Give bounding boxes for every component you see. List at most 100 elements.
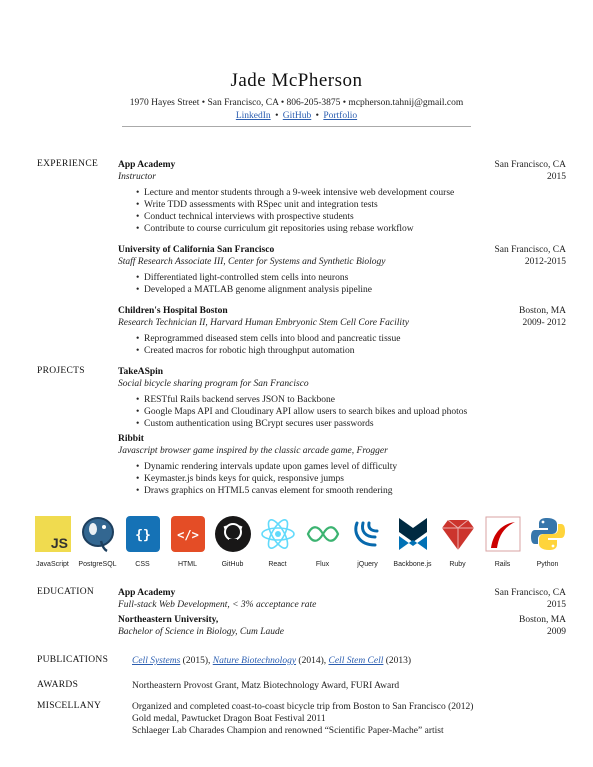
experience-label: EXPERIENCE: [37, 159, 99, 169]
python-icon: [529, 515, 567, 553]
skill-caption: CSS: [135, 561, 150, 568]
publication-link[interactable]: Nature Biotechnology: [212, 656, 297, 666]
entry-bullets: Reprogrammed diseased stem cells into bl…: [136, 333, 566, 357]
entry-location: San Francisco, CA: [494, 160, 566, 170]
entry-dates: 2012-2015: [524, 257, 566, 267]
skill-caption: Backbone.js: [393, 561, 432, 568]
project-bullets: RESTful Rails backend serves JSON to Bac…: [136, 394, 566, 430]
entry-org: App Academy: [118, 160, 176, 170]
svg-text:</>: </>: [177, 528, 199, 542]
javascript-icon: JS: [34, 515, 72, 553]
skill-backbone: Backbone.js: [390, 515, 435, 568]
entry-bullets: Lecture and mentor students through a 9-…: [136, 187, 566, 235]
project-entry: Ribbit Javascript browser game inspired …: [118, 433, 566, 497]
bullet-item: RESTful Rails backend serves JSON to Bac…: [136, 394, 566, 406]
publication-link[interactable]: Cell Stem Cell: [328, 656, 384, 666]
bullet-item: Lecture and mentor students through a 9-…: [136, 187, 566, 199]
bullet-item: Created macros for robotic high throughp…: [136, 345, 566, 357]
skill-html: </> HTML: [165, 515, 210, 568]
skill-github: GitHub: [210, 515, 255, 568]
skill-caption: Rails: [494, 561, 511, 568]
publication-link[interactable]: Cell Systems: [132, 656, 181, 666]
linkedin-link[interactable]: LinkedIn: [235, 111, 271, 121]
skill-javascript: JS JavaScript: [30, 515, 75, 568]
skill-react: React: [255, 515, 300, 568]
bullet-item: Keymaster.js binds keys for quick, respo…: [136, 473, 566, 485]
bullet-item: Reprogrammed diseased stem cells into bl…: [136, 333, 566, 345]
experience-entry: University of California San Francisco S…: [118, 244, 566, 296]
education-label: EDUCATION: [37, 587, 95, 597]
css-icon: {}: [124, 515, 162, 553]
github-link[interactable]: GitHub: [282, 111, 312, 121]
entry-role: Research Technician II, Harvard Human Em…: [118, 318, 409, 328]
skill-flux: Flux: [300, 515, 345, 568]
backbone-icon: [394, 515, 432, 553]
entry-desc: Full-stack Web Development, < 3% accepta…: [118, 600, 317, 610]
rails-icon: [484, 515, 522, 553]
svg-text:{}: {}: [135, 528, 151, 543]
project-bullets: Dynamic rendering intervals update upon …: [136, 461, 566, 497]
bullet-item: Conduct technical interviews with prospe…: [136, 211, 566, 223]
skill-postgresql: PostgreSQL: [75, 515, 120, 568]
publications-list: Cell Systems (2015), Nature Biotechnolog…: [132, 655, 411, 667]
entry-dates: 2009: [547, 627, 566, 637]
education-entry: App Academy San Francisco, CA Full-stack…: [118, 587, 566, 611]
entry-location: Boston, MA: [519, 615, 566, 625]
entry-location: Boston, MA: [519, 306, 566, 316]
bullet-item: Custom authentication using BCrypt secur…: [136, 418, 566, 430]
skill-caption: Ruby: [449, 561, 466, 568]
profile-links: LinkedIn • GitHub • Portfolio: [0, 111, 593, 121]
entry-role: Instructor: [118, 172, 156, 182]
skill-caption: React: [268, 561, 287, 568]
bullet-item: Developed a MATLAB genome alignment anal…: [136, 284, 566, 296]
resume-header: Jade McPherson 1970 Hayes Street • San F…: [0, 70, 593, 121]
entry-org: Northeastern University,: [118, 615, 219, 625]
link-separator: •: [315, 111, 319, 121]
project-desc: Javascript browser game inspired by the …: [118, 446, 388, 456]
misc-line: Gold medal, Pawtucket Dragon Boat Festiv…: [132, 714, 326, 724]
skill-caption: Flux: [315, 561, 330, 568]
entry-org: University of California San Francisco: [118, 245, 275, 255]
flux-icon: [304, 515, 342, 553]
ruby-icon: [439, 515, 477, 553]
entry-bullets: Differentiated light-controlled stem cel…: [136, 272, 566, 296]
skill-rails: Rails: [480, 515, 525, 568]
contact-line: 1970 Hayes Street • San Francisco, CA • …: [129, 98, 464, 108]
jquery-icon: [349, 515, 387, 553]
skill-caption: PostgreSQL: [78, 561, 117, 568]
publication-year: (2013): [383, 656, 412, 666]
publications-label: PUBLICATIONS: [37, 655, 109, 665]
skill-caption: jQuery: [357, 561, 378, 568]
header-divider: [122, 126, 471, 127]
entry-location: San Francisco, CA: [494, 588, 566, 598]
miscellany-list: Organized and completed coast-to-coast b…: [132, 701, 473, 737]
awards-text: Northeastern Provost Grant, Matz Biotech…: [132, 681, 400, 691]
postgresql-icon: [79, 515, 117, 553]
github-icon: [214, 515, 252, 553]
react-icon: [259, 515, 297, 553]
project-name: TakeASpin: [118, 367, 164, 377]
entry-org: App Academy: [118, 588, 176, 598]
skill-caption: GitHub: [221, 561, 244, 568]
education-entry: Northeastern University, Boston, MA Bach…: [118, 614, 566, 638]
skill-caption: Python: [536, 561, 559, 568]
skill-css: {} CSS: [120, 515, 165, 568]
bullet-item: Contribute to course curriculum git repo…: [136, 223, 566, 235]
skill-caption: JavaScript: [36, 561, 69, 568]
bullet-item: Google Maps API and Cloudinary API allow…: [136, 406, 566, 418]
portfolio-link[interactable]: Portfolio: [323, 111, 358, 121]
entry-dates: 2009- 2012: [522, 318, 566, 328]
entry-dates: 2015: [547, 172, 566, 182]
projects-label: PROJECTS: [37, 366, 85, 376]
awards-label: AWARDS: [37, 680, 79, 690]
bullet-item: Write TDD assessments with RSpec unit an…: [136, 199, 566, 211]
entry-role: Staff Research Associate III, Center for…: [118, 257, 386, 267]
entry-location: San Francisco, CA: [494, 245, 566, 255]
project-desc: Social bicycle sharing program for San F…: [118, 379, 309, 389]
skill-python: Python: [525, 515, 570, 568]
miscellany-label: MISCELLANY: [37, 701, 102, 711]
html-icon: </>: [169, 515, 207, 553]
publication-year: (2015),: [180, 656, 213, 666]
entry-org: Children's Hospital Boston: [118, 306, 228, 316]
project-entry: TakeASpin Social bicycle sharing program…: [118, 366, 566, 430]
